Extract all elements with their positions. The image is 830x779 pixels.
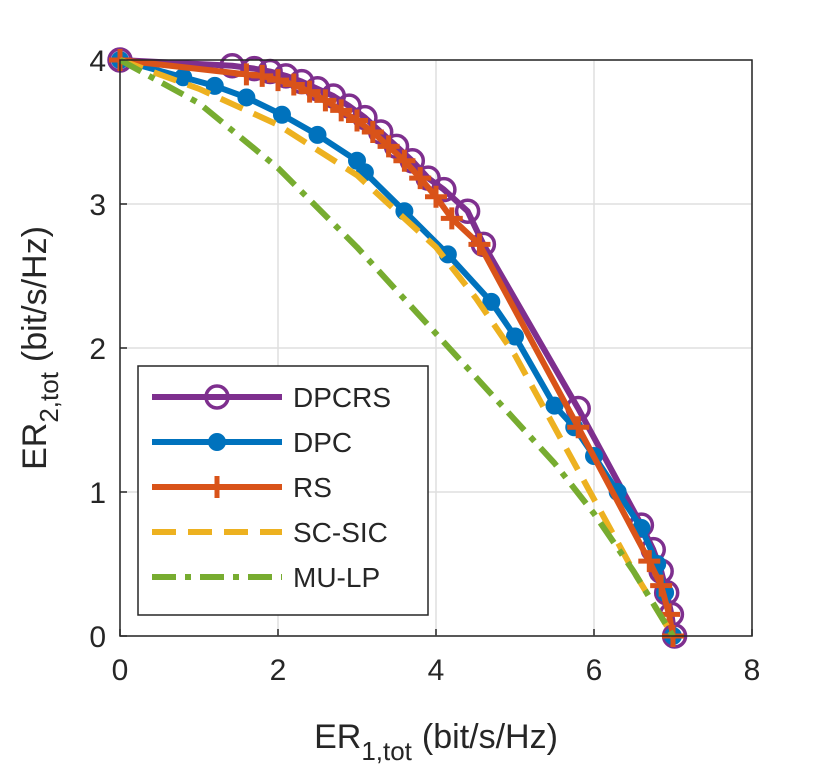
marker: [506, 327, 524, 346]
legend-box: [137, 365, 429, 616]
marker: [282, 73, 305, 96]
marker: [251, 64, 274, 87]
x-tick-label: 8: [744, 654, 761, 687]
marker: [361, 121, 384, 143]
y-tick-label: 0: [89, 621, 106, 654]
x-label-suffix: (bit/s/Hz): [422, 718, 558, 756]
marker: [272, 105, 291, 124]
y-tick-label: 4: [89, 45, 106, 78]
marker: [545, 396, 564, 415]
marker: [298, 80, 321, 103]
legend-label: RS: [293, 472, 332, 503]
marker: [314, 89, 337, 112]
marker: [308, 125, 327, 144]
series-line: [118, 57, 676, 638]
legend-label: MU-LP: [293, 562, 380, 593]
legend-label: SC-SIC: [293, 517, 388, 548]
marker: [346, 109, 368, 132]
legend-marker: [206, 476, 228, 498]
y-label-suffix: (bit/s/Hz): [16, 226, 54, 362]
legend-marker: [208, 433, 226, 451]
x-axis-label: ER1,tot (bit/s/Hz): [314, 718, 558, 766]
legend-marker: [204, 384, 230, 410]
x-tick-label: 4: [428, 654, 445, 687]
marker: [237, 88, 256, 107]
marker: [482, 292, 501, 311]
marker: [468, 233, 491, 256]
marker: [440, 207, 463, 230]
series-line: [118, 57, 676, 638]
marker: [205, 76, 224, 95]
y-label-text: ER: [16, 423, 54, 470]
axes-frame: [119, 59, 753, 637]
y-tick-label: 1: [89, 477, 106, 510]
marker: [409, 167, 432, 190]
marker: [454, 198, 481, 224]
x-label-subscript: 1,tot: [361, 736, 412, 766]
marker: [393, 149, 416, 172]
marker: [241, 55, 268, 82]
marker: [567, 416, 590, 439]
x-label-text: ER: [314, 718, 361, 756]
y-label-subscript: 2,tot: [34, 371, 64, 422]
marker: [650, 574, 673, 597]
x-tick-label: 0: [112, 654, 129, 687]
marker: [425, 185, 447, 208]
y-axis-label: ER2,tot (bit/s/Hz): [16, 226, 64, 470]
legend-label: DPC: [293, 427, 352, 458]
y-tick-label: 3: [89, 189, 106, 222]
marker: [638, 550, 661, 573]
marker: [330, 99, 353, 122]
marker: [267, 69, 289, 92]
y-tick-label: 2: [89, 333, 106, 366]
x-tick-label: 2: [270, 654, 287, 687]
x-tick-label: 6: [586, 654, 603, 687]
marker: [377, 135, 400, 158]
legend-label: DPCRS: [293, 382, 391, 413]
